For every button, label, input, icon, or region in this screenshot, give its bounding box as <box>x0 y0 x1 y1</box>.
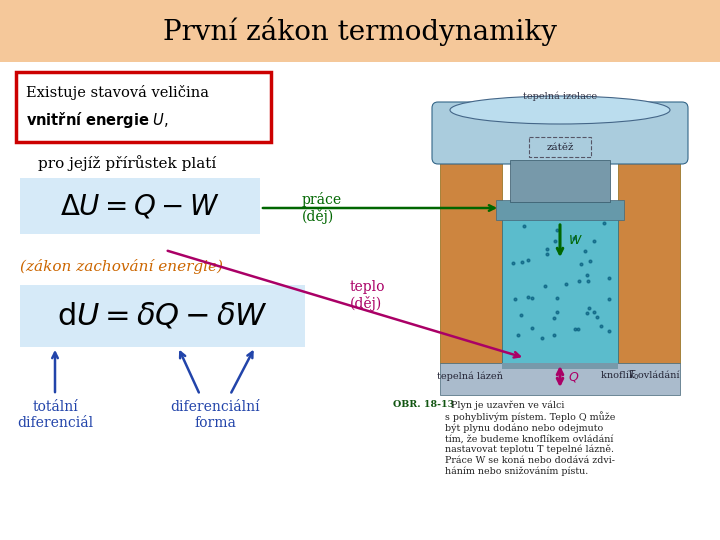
Point <box>575 260 586 269</box>
Text: práce
(děj): práce (děj) <box>302 192 342 225</box>
Point <box>568 233 580 242</box>
Text: zátěž: zátěž <box>546 144 574 152</box>
Point <box>583 304 595 313</box>
Point <box>588 237 600 245</box>
FancyBboxPatch shape <box>432 102 688 164</box>
Point <box>512 331 523 340</box>
Point <box>526 324 537 333</box>
Point <box>536 334 548 342</box>
Bar <box>20 285 305 347</box>
Point <box>551 226 562 234</box>
Text: První zákon termodynamiky: První zákon termodynamiky <box>163 17 557 46</box>
Point <box>598 219 610 227</box>
Bar <box>510 160 610 202</box>
Point <box>509 295 521 303</box>
Point <box>588 308 599 317</box>
Point <box>573 277 585 286</box>
Bar <box>440 363 680 395</box>
Ellipse shape <box>450 96 670 124</box>
Text: tepelná izolace: tepelná izolace <box>523 91 597 101</box>
Point <box>516 258 527 266</box>
Bar <box>496 200 624 220</box>
Point <box>522 256 534 265</box>
Bar <box>502 215 618 363</box>
Point <box>603 294 615 303</box>
Text: knoflík ovládání: knoflík ovládání <box>600 372 679 381</box>
Point <box>595 322 607 330</box>
Text: Existuje stavová veličina: Existuje stavová veličina <box>26 84 209 99</box>
Point <box>581 271 593 279</box>
Bar <box>502 363 618 369</box>
Point <box>592 313 603 321</box>
Point <box>552 308 563 316</box>
Point <box>518 222 530 231</box>
Point <box>560 280 572 289</box>
Point <box>572 325 583 333</box>
Text: $T_0$: $T_0$ <box>628 368 640 382</box>
Bar <box>440 148 502 363</box>
Point <box>548 331 559 340</box>
Text: $Q$: $Q$ <box>568 370 580 384</box>
Point <box>582 277 594 286</box>
Text: totální
diferenciál: totální diferenciál <box>17 400 93 430</box>
Point <box>551 294 562 302</box>
Point <box>526 293 537 302</box>
Point <box>584 257 595 266</box>
Point <box>539 282 551 291</box>
Text: tepelná lázeň: tepelná lázeň <box>437 372 503 381</box>
Text: $\Delta U = Q - W$: $\Delta U = Q - W$ <box>60 192 220 220</box>
Point <box>507 259 518 268</box>
Text: (zákon zachování energie): (zákon zachování energie) <box>20 260 223 274</box>
Point <box>549 237 561 245</box>
Text: Plyn je uzavřen ve válci
s pohyblivým pístem. Teplo Q může
být plynu dodáno nebo: Plyn je uzavřen ve válci s pohyblivým pí… <box>445 400 616 476</box>
Text: pro jejíž přírůstek platí: pro jejíž přírůstek platí <box>38 155 216 171</box>
Text: $\mathrm{d}U = \delta Q - \delta W$: $\mathrm{d}U = \delta Q - \delta W$ <box>57 301 268 331</box>
FancyBboxPatch shape <box>16 72 271 142</box>
Point <box>549 314 560 322</box>
Point <box>570 325 581 333</box>
Text: diferenciální
forma: diferenciální forma <box>170 400 260 430</box>
Text: $\mathbf{vnitřní\ energie}\ \mathit{U},$: $\mathbf{vnitřní\ energie}\ \mathit{U},$ <box>26 110 169 130</box>
Bar <box>0 0 720 62</box>
Point <box>516 310 527 319</box>
Point <box>603 273 614 282</box>
Text: $W$: $W$ <box>568 233 582 246</box>
Point <box>580 247 591 255</box>
Point <box>541 245 552 253</box>
Bar <box>618 148 680 363</box>
Point <box>541 249 552 258</box>
Bar <box>20 178 260 234</box>
Text: OBR. 18-13: OBR. 18-13 <box>393 400 454 409</box>
Text: teplo
(děj): teplo (děj) <box>350 280 385 312</box>
Point <box>581 308 593 317</box>
Point <box>523 293 534 302</box>
Point <box>603 327 615 336</box>
